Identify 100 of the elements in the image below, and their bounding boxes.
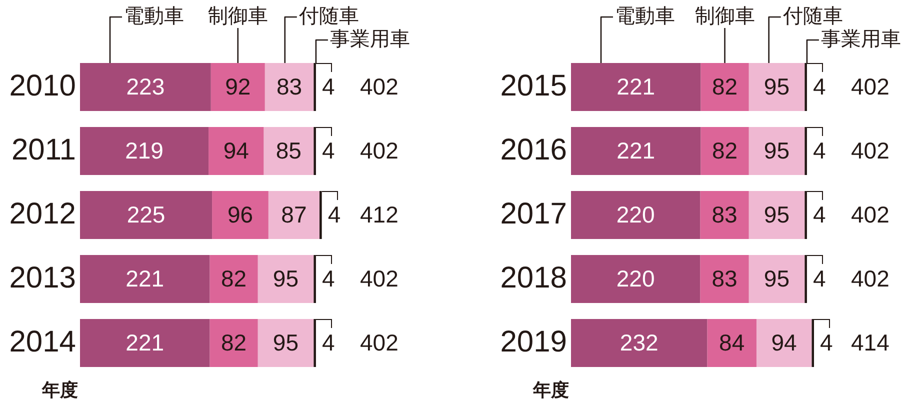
bar [571,255,700,303]
data-label: 220 [616,265,655,292]
data-label: 223 [126,73,165,100]
y-tick-label: 2019 [500,325,567,358]
y-axis-title: 年度 [41,380,78,400]
y-axis-title: 年度 [532,380,569,400]
y-tick-label: 2015 [500,69,567,102]
total-label: 402 [851,137,890,164]
total-label: 402 [360,73,398,100]
bar [258,255,314,303]
bar [80,255,210,303]
data-label: 221 [126,329,164,356]
bar [210,255,258,303]
data-label: 95 [764,265,790,292]
bar [210,63,265,111]
data-label: 225 [126,201,166,228]
bar [700,127,749,175]
bar [571,319,708,367]
bar [210,319,258,367]
data-label: 4 [322,329,335,356]
y-tick-label: 2012 [9,197,76,230]
series-label: 電動車 [615,6,675,28]
y-tick-label: 2014 [9,325,76,358]
data-label: 221 [616,137,656,164]
data-label: 4 [812,201,826,228]
bar [748,255,805,303]
bar [212,191,268,239]
data-label: 4 [812,137,826,164]
data-label: 83 [276,73,302,100]
bar [268,191,320,239]
bar [700,255,749,303]
y-tick-label: 2016 [500,133,567,166]
bar [748,63,805,111]
bar [571,191,700,239]
y-tick-label: 2011 [11,133,76,166]
data-label: 219 [125,137,164,164]
data-label: 220 [616,201,655,228]
bar [264,127,314,175]
data-label: 94 [223,137,250,164]
y-tick-label: 2013 [9,261,76,294]
data-label: 4 [328,201,341,228]
data-label: 87 [281,201,307,228]
data-label: 83 [712,201,738,228]
legend-label: 事業用車 [330,28,410,51]
bar [756,319,812,367]
data-label: 4 [812,265,826,292]
total-label: 402 [360,329,398,356]
bar [571,63,701,111]
total-label: 402 [360,137,398,164]
data-label: 232 [620,329,658,356]
data-label: 221 [126,265,164,292]
bar [319,191,322,239]
data-label: 95 [764,137,790,164]
series-label: 電動車 [124,6,184,28]
series-label: 制御車 [694,6,755,28]
data-label: 94 [771,329,798,356]
data-label: 82 [220,265,247,292]
bar [80,191,212,239]
bar [748,191,805,239]
total-label: 414 [851,329,890,356]
bar [748,127,805,175]
data-label: 96 [227,201,254,228]
data-label: 4 [322,73,335,100]
legend-label: 事業用車 [820,28,901,51]
bar [707,319,756,367]
total-label: 402 [360,265,398,292]
data-label: 82 [220,329,247,356]
total-label: 402 [851,265,890,292]
data-label: 82 [712,137,738,164]
total-label: 402 [851,201,890,228]
total-label: 402 [851,73,890,100]
bar [208,127,264,175]
data-label: 95 [764,201,790,228]
data-label: 4 [820,329,833,356]
bar [264,63,314,111]
data-label: 82 [712,73,738,100]
data-label: 95 [764,73,790,100]
data-label: 221 [616,73,656,100]
data-label: 95 [272,265,299,292]
data-label: 92 [225,73,251,100]
data-label: 95 [272,329,299,356]
data-label: 4 [322,137,335,164]
series-label: 制御車 [208,6,268,28]
bar [700,63,749,111]
y-tick-label: 2017 [500,197,567,230]
data-label: 85 [276,137,302,164]
bar [80,319,210,367]
data-label: 4 [812,73,826,100]
bar [571,127,701,175]
series-label: 付随車 [298,6,359,28]
y-tick-label: 2010 [9,69,76,102]
bar [80,127,209,175]
total-label: 412 [360,201,398,228]
bar [258,319,314,367]
bar [700,191,749,239]
y-tick-label: 2018 [500,261,567,294]
bar [80,63,211,111]
data-label: 84 [719,329,745,356]
data-label: 83 [712,265,738,292]
data-label: 4 [322,265,335,292]
